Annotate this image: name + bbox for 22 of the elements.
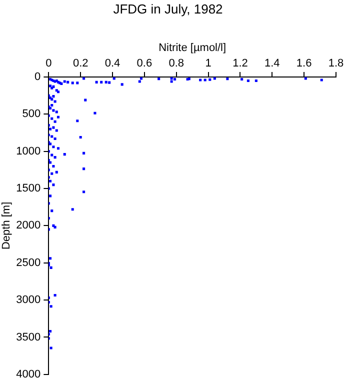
- x-tick-label: 1.2: [232, 57, 248, 70]
- y-tick-label: 1000: [16, 145, 41, 158]
- y-axis-title: Depth [m]: [0, 202, 13, 250]
- x-axis-title: Nitrite [µmol/l]: [158, 42, 226, 54]
- y-tick-label: 3000: [16, 294, 41, 306]
- x-tick-label: 1.8: [328, 57, 344, 70]
- y-tick-label: 2000: [16, 220, 41, 232]
- chart-title: JFDG in July, 1982: [113, 1, 223, 16]
- y-tick-label: 3500: [16, 331, 41, 344]
- x-tick-label: 0.2: [72, 57, 88, 70]
- x-tick-label: 0: [46, 57, 52, 70]
- y-tick-label: 2500: [16, 256, 41, 269]
- y-tick-label: 4000: [16, 368, 41, 380]
- x-tick-label: 1.4: [264, 57, 280, 70]
- x-tick-label: 0.8: [168, 57, 184, 70]
- x-tick-label: 1.6: [296, 57, 312, 70]
- y-tick-label: 0: [34, 71, 41, 84]
- y-tick-label: 500: [22, 108, 41, 120]
- x-tick-label: 1: [205, 57, 212, 70]
- y-tick-label: 1500: [16, 182, 41, 195]
- x-tick-label: 0.4: [104, 57, 120, 70]
- x-tick-label: 0.6: [136, 57, 152, 70]
